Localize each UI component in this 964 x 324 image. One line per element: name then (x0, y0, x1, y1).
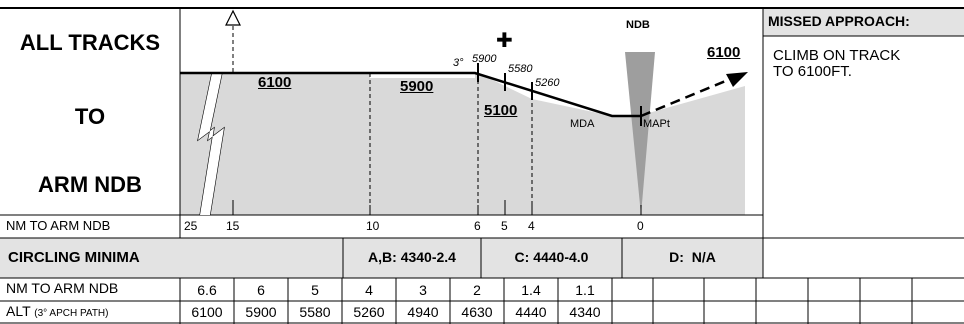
title-line-3: ARM NDB (38, 172, 142, 197)
dme-tick-25: 25 (184, 219, 198, 233)
nm-cell-3: 5 (311, 282, 319, 298)
nm-cell-4: 4 (365, 282, 373, 298)
missed-approach-arrowhead (726, 72, 748, 87)
altitude-segment-3: 5100 (484, 102, 518, 119)
missed-approach-line-2: TO 6100FT. (773, 63, 852, 80)
altitude-segment-1: 6100 (258, 74, 292, 91)
nm-cell-7: 1.4 (521, 282, 541, 298)
alt-cell-1: 6100 (191, 304, 223, 320)
nm-cell-2: 6 (257, 282, 265, 298)
descent-profile-line (180, 71, 641, 118)
missed-approach-line-1: CLIMB ON TRACK (773, 47, 901, 64)
alt-cell-5: 4940 (407, 304, 439, 320)
circling-minima-bg (0, 238, 763, 278)
step-altitude-3: 5260 (535, 77, 560, 89)
altitude-segment-2: 5900 (400, 78, 434, 95)
axis-break-fill (198, 73, 224, 215)
dme-axis-ticks (232, 200, 642, 215)
dme-tick-15: 15 (226, 219, 240, 233)
missed-approach-altitude: 6100 (707, 44, 741, 61)
table-row1-label: NM TO ARM NDB (6, 280, 119, 296)
nm-cell-8: 1.1 (575, 282, 595, 298)
missed-approach-header-bg (763, 8, 964, 36)
alt-cell-8: 4340 (569, 304, 601, 320)
fix-cross-icon: ✚ (496, 30, 513, 52)
alt-cell-2: 5900 (245, 304, 277, 320)
sky-area (475, 73, 745, 116)
missed-approach-text: CLIMB ON TRACK TO 6100FT. (773, 48, 900, 80)
dme-tick-4: 4 (528, 219, 535, 233)
missed-approach-heading: MISSED APPROACH: (768, 13, 910, 29)
table-grid (179, 278, 913, 324)
ndb-beam (625, 52, 655, 215)
step-altitude-1: 5900 (472, 53, 497, 65)
dme-tick-5: 5 (501, 219, 508, 233)
dme-tick-6: 6 (474, 219, 481, 233)
nm-cell-5: 3 (419, 282, 427, 298)
nm-cell-6: 2 (473, 282, 481, 298)
table-row2-label: ALT (3° APCH PATH) (6, 303, 108, 319)
circling-ab: A,B: 4340-2.4 (368, 249, 456, 265)
title-line-1: ALL TRACKS (19, 30, 161, 55)
mda-label: MDA (570, 118, 595, 130)
alt-cell-4: 5260 (353, 304, 385, 320)
circling-d: D: N/A (669, 249, 716, 265)
descent-angle-label: 3° (453, 57, 464, 69)
alt-cell-3: 5580 (299, 304, 331, 320)
alt-cell-7: 4440 (515, 304, 547, 320)
step-altitude-2: 5580 (508, 63, 533, 75)
waypoint-triangle-icon (225, 9, 241, 26)
dme-row-label: NM TO ARM NDB (6, 218, 111, 233)
alt-cell-6: 4630 (461, 304, 493, 320)
table-row2-label-small: (3° APCH PATH) (34, 308, 109, 319)
table-row2-label-main: ALT (6, 303, 31, 319)
nm-cell-1: 6.6 (197, 282, 217, 298)
circling-c: C: 4440-4.0 (514, 249, 589, 265)
dme-tick-10: 10 (366, 219, 380, 233)
title-line-2: TO (74, 104, 106, 129)
circling-minima-label: CIRCLING MINIMA (8, 249, 140, 266)
mapt-label: MAPt (643, 118, 670, 130)
ndb-label: NDB (626, 19, 650, 31)
dme-dashed-lines (232, 26, 533, 215)
dme-tick-0: 0 (637, 219, 644, 233)
